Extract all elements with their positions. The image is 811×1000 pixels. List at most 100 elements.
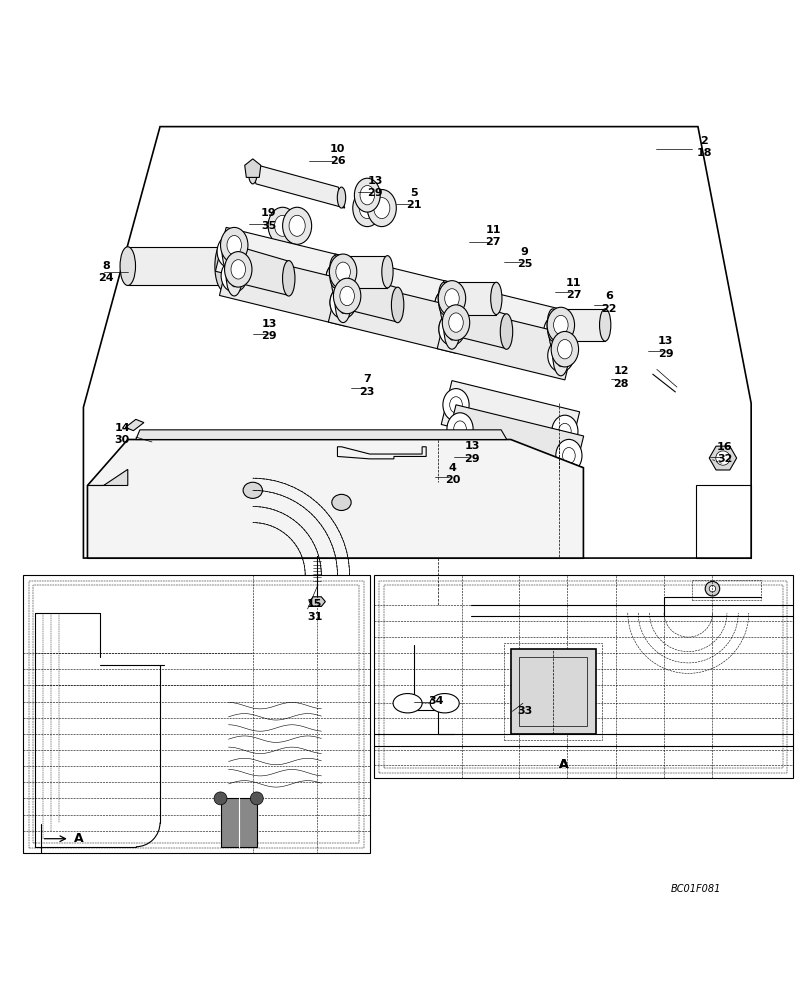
Bar: [504, 643, 601, 740]
Polygon shape: [444, 282, 496, 315]
Ellipse shape: [329, 286, 356, 319]
Ellipse shape: [227, 235, 241, 255]
Ellipse shape: [435, 289, 461, 321]
Ellipse shape: [352, 190, 381, 227]
Text: 6
22: 6 22: [601, 291, 616, 314]
Polygon shape: [244, 159, 260, 177]
Bar: [518, 657, 586, 726]
Ellipse shape: [553, 315, 568, 335]
Ellipse shape: [490, 282, 501, 315]
Polygon shape: [440, 381, 579, 456]
Ellipse shape: [446, 413, 473, 445]
Ellipse shape: [337, 187, 345, 208]
Text: 13
29: 13 29: [657, 336, 672, 359]
Ellipse shape: [225, 252, 251, 287]
Ellipse shape: [373, 198, 389, 219]
Ellipse shape: [242, 482, 262, 498]
Ellipse shape: [221, 260, 247, 292]
Ellipse shape: [438, 282, 449, 315]
Ellipse shape: [339, 291, 346, 314]
Ellipse shape: [331, 258, 346, 298]
Polygon shape: [444, 405, 583, 480]
Ellipse shape: [120, 247, 135, 285]
Ellipse shape: [551, 415, 577, 448]
Ellipse shape: [274, 215, 290, 236]
Ellipse shape: [444, 309, 460, 349]
Ellipse shape: [226, 241, 234, 263]
Text: 10
26: 10 26: [329, 144, 345, 166]
Ellipse shape: [547, 307, 574, 343]
Ellipse shape: [289, 215, 305, 236]
Bar: [510, 649, 594, 734]
Bar: [33, 585, 358, 843]
Bar: [221, 798, 256, 847]
Polygon shape: [219, 252, 358, 327]
Ellipse shape: [221, 227, 247, 263]
Ellipse shape: [430, 694, 459, 713]
Ellipse shape: [217, 247, 232, 285]
Bar: [23, 575, 369, 853]
Text: 16
32: 16 32: [716, 442, 732, 464]
Text: 13
29: 13 29: [367, 176, 383, 198]
Ellipse shape: [282, 207, 311, 244]
Ellipse shape: [268, 207, 297, 244]
Text: 9
25: 9 25: [517, 247, 531, 269]
Text: 13
29: 13 29: [464, 441, 479, 464]
Ellipse shape: [393, 694, 422, 713]
Ellipse shape: [548, 311, 564, 352]
Ellipse shape: [230, 260, 245, 279]
Ellipse shape: [329, 254, 356, 290]
Text: 34: 34: [427, 696, 443, 706]
Ellipse shape: [325, 262, 352, 294]
Ellipse shape: [230, 265, 238, 287]
Ellipse shape: [333, 278, 360, 314]
Ellipse shape: [325, 262, 352, 294]
Ellipse shape: [359, 185, 374, 205]
Text: 12
28: 12 28: [613, 366, 629, 389]
Ellipse shape: [556, 345, 564, 367]
Ellipse shape: [226, 256, 242, 296]
Ellipse shape: [715, 451, 729, 465]
Ellipse shape: [336, 262, 350, 281]
Text: 14
30: 14 30: [114, 423, 130, 445]
Ellipse shape: [440, 285, 456, 325]
Bar: [373, 575, 792, 778]
Ellipse shape: [381, 256, 393, 288]
Ellipse shape: [555, 439, 581, 472]
Text: 33: 33: [517, 706, 532, 716]
Ellipse shape: [329, 256, 341, 288]
Ellipse shape: [442, 305, 469, 340]
Ellipse shape: [358, 198, 375, 219]
Polygon shape: [552, 309, 604, 341]
Text: BC01F081: BC01F081: [671, 884, 721, 894]
Polygon shape: [125, 419, 144, 431]
Ellipse shape: [282, 261, 294, 296]
Ellipse shape: [438, 313, 465, 345]
Ellipse shape: [354, 178, 380, 212]
Ellipse shape: [438, 313, 465, 345]
Ellipse shape: [547, 339, 573, 372]
Ellipse shape: [250, 792, 263, 805]
Polygon shape: [309, 597, 325, 606]
Polygon shape: [127, 247, 225, 285]
Text: 11
27: 11 27: [565, 278, 581, 300]
Polygon shape: [447, 300, 506, 349]
Ellipse shape: [448, 318, 456, 340]
Text: A: A: [558, 758, 568, 771]
Text: 8
24: 8 24: [98, 261, 114, 283]
Ellipse shape: [222, 231, 238, 272]
Polygon shape: [88, 440, 582, 558]
Polygon shape: [324, 254, 462, 329]
Polygon shape: [135, 430, 506, 440]
Ellipse shape: [335, 282, 350, 323]
Ellipse shape: [448, 313, 463, 332]
Ellipse shape: [444, 294, 452, 316]
Text: 19
35: 19 35: [261, 208, 277, 231]
Ellipse shape: [547, 309, 558, 341]
Ellipse shape: [557, 340, 572, 359]
Ellipse shape: [391, 287, 403, 323]
Text: A: A: [558, 758, 568, 771]
Polygon shape: [338, 273, 397, 322]
Text: 7
23: 7 23: [359, 374, 375, 397]
Text: 4
20: 4 20: [444, 463, 460, 485]
